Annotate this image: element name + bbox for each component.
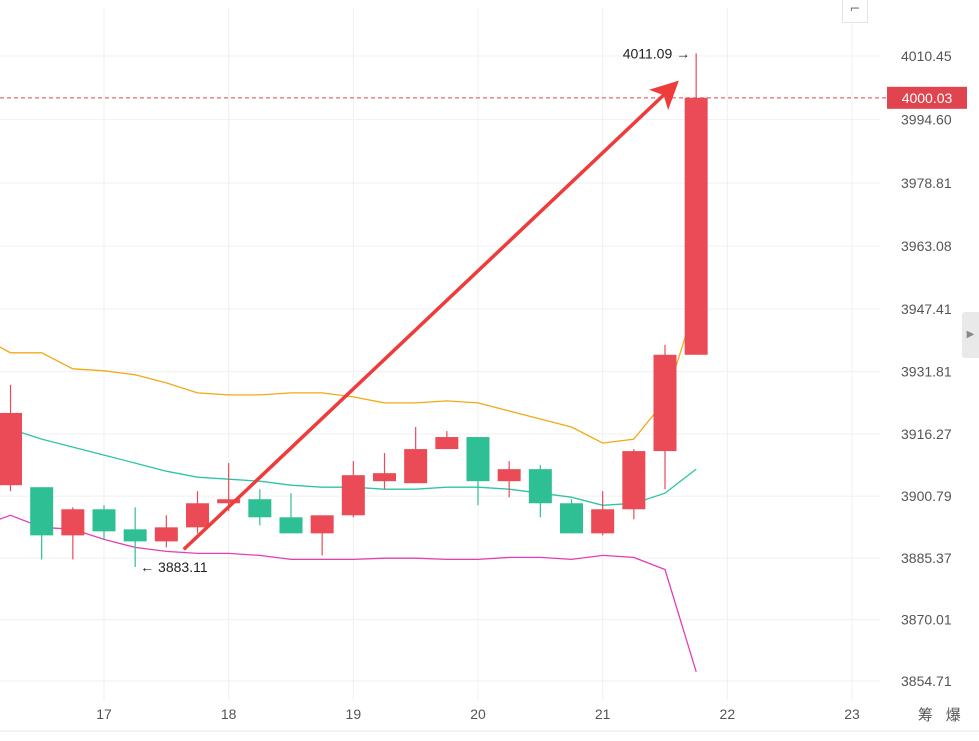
candle-body <box>186 503 209 528</box>
candle[interactable] <box>653 344 677 490</box>
candle[interactable] <box>466 437 490 506</box>
candle[interactable] <box>591 491 615 536</box>
candle[interactable] <box>404 427 428 484</box>
y-tick-label: 3885.37 <box>901 550 952 566</box>
candle-body <box>61 509 85 536</box>
candle[interactable] <box>528 465 552 518</box>
y-tick-label: 3916.27 <box>901 426 952 442</box>
candle[interactable] <box>341 461 365 518</box>
candle[interactable] <box>310 515 334 556</box>
candle[interactable] <box>123 507 147 568</box>
trend-arrow-line <box>182 80 679 551</box>
candle-body <box>154 527 178 542</box>
candle-body <box>497 469 521 482</box>
candle-body <box>653 354 677 452</box>
current-price-line: 4000.03 <box>0 86 967 109</box>
candle[interactable] <box>0 384 22 492</box>
moving-average-lines <box>0 302 697 672</box>
candle-body <box>528 469 552 504</box>
candle-body <box>341 475 365 516</box>
collapse-icon[interactable]: ⌐ <box>842 0 868 23</box>
ma-line-0 <box>0 302 697 444</box>
candles[interactable] <box>0 53 708 568</box>
candle-body <box>217 499 241 504</box>
high-price-annotation: 4011.09 → <box>623 45 690 61</box>
y-tick-label: 3963.08 <box>901 238 952 254</box>
candle-body <box>466 437 490 482</box>
candle[interactable] <box>279 493 303 534</box>
candle[interactable] <box>30 487 54 560</box>
candle-body <box>435 437 459 450</box>
y-tick-label: 3870.01 <box>901 612 952 628</box>
candle[interactable] <box>373 453 396 490</box>
candle-body <box>404 449 428 484</box>
candle[interactable] <box>560 499 583 534</box>
side-panel-handle-icon[interactable]: ▶ <box>962 312 979 358</box>
x-tick-label: 23 <box>844 706 860 722</box>
y-tick-label: 4010.45 <box>901 48 952 64</box>
candle[interactable] <box>92 505 116 540</box>
candle-body <box>684 97 708 355</box>
x-tick-label: 21 <box>595 706 611 722</box>
candle[interactable] <box>217 463 241 512</box>
y-tick-label: 3994.60 <box>901 112 952 128</box>
chip-burst-icons[interactable]: 筹 爆 <box>918 706 965 724</box>
y-tick-label: 3947.41 <box>901 301 952 317</box>
candle-body <box>123 529 147 542</box>
candle-body <box>591 509 615 534</box>
candle-body <box>248 499 272 518</box>
grid-lines <box>0 8 880 700</box>
candle[interactable] <box>622 449 646 520</box>
ma-line-2 <box>0 514 697 672</box>
low-price-annotation: ← 3883.11 <box>140 559 208 575</box>
current-price-label: 4000.03 <box>902 90 953 106</box>
x-axis: 17 18 19 20 21 22 23 <box>0 706 979 732</box>
trend-arrow <box>182 80 679 551</box>
x-tick-label: 17 <box>96 706 112 722</box>
candle-body <box>622 451 646 510</box>
candle-body <box>310 515 334 534</box>
x-tick-label: 19 <box>346 706 362 722</box>
candle[interactable] <box>186 491 209 534</box>
annotations: 4011.09 → ← 3883.11 <box>140 45 690 575</box>
candle[interactable] <box>248 489 272 526</box>
candle-body <box>560 503 583 534</box>
candle-body <box>92 509 116 532</box>
candle-body <box>279 517 303 534</box>
candle[interactable] <box>435 431 459 450</box>
y-axis: 4010.45 3994.60 3978.81 3963.08 3947.41 3931.… <box>901 48 952 689</box>
candle[interactable] <box>154 515 178 548</box>
y-tick-label: 3978.81 <box>901 175 952 191</box>
x-tick-label: 20 <box>470 706 486 722</box>
candle[interactable] <box>61 507 85 560</box>
x-tick-label: 22 <box>720 706 736 722</box>
candle-body <box>30 487 54 536</box>
candle[interactable] <box>497 461 521 498</box>
x-tick-label: 18 <box>221 706 237 722</box>
y-tick-label: 3854.71 <box>901 673 952 689</box>
y-tick-label: 3900.79 <box>901 488 952 504</box>
current-price-tag <box>887 86 967 109</box>
candle-body <box>0 412 22 486</box>
candle-body <box>373 473 396 482</box>
ma-line-1 <box>0 422 697 506</box>
candle[interactable] <box>684 53 708 355</box>
y-tick-label: 3931.81 <box>901 364 952 380</box>
